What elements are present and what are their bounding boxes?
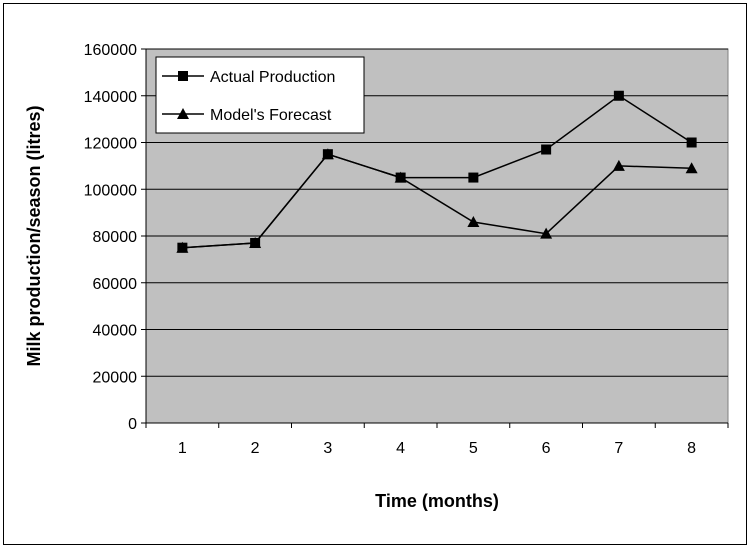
y-tick-label: 80000: [93, 229, 138, 246]
legend: Actual Production Model's Forecast: [155, 56, 365, 134]
legend-marker-square: [178, 71, 188, 81]
x-tick-label: 1: [178, 440, 187, 457]
data-point-triangle: [685, 162, 698, 174]
x-tick-label: 2: [251, 440, 260, 457]
x-tick-label: 3: [323, 440, 332, 457]
y-tick-label: 40000: [93, 323, 138, 340]
y-axis-title: Milk production/season (litres): [24, 105, 44, 366]
data-point-triangle: [612, 159, 625, 171]
data-point-square: [541, 144, 552, 155]
legend-box: [155, 56, 365, 134]
x-axis-title: Time (months): [375, 491, 499, 511]
data-point-square: [613, 90, 624, 101]
x-tick-label: 8: [687, 440, 696, 457]
y-tick-label: 60000: [93, 276, 138, 293]
data-point-triangle: [249, 237, 262, 249]
series: [176, 90, 698, 253]
y-tick-label: 100000: [84, 182, 137, 199]
axes: [141, 48, 729, 428]
data-point-triangle: [321, 148, 334, 160]
legend-marker-triangle: [177, 108, 189, 119]
y-tick-label: 160000: [84, 42, 137, 59]
series-line-2: [182, 153, 692, 249]
data-point-square: [468, 172, 479, 183]
data-point-triangle: [467, 215, 480, 227]
data-point-triangle: [540, 227, 553, 239]
x-tick-label: 6: [542, 440, 551, 457]
x-tick-label: 4: [396, 440, 405, 457]
data-point-triangle: [176, 241, 189, 253]
y-tick-label: 0: [128, 416, 137, 433]
y-tick-labels: 0 20000 40000 60000 80000 100000 120000 140000 1…: [84, 42, 137, 433]
legend-label-forecast: Model's Forecast: [210, 107, 332, 124]
data-point-square: [686, 137, 697, 148]
x-tick-label: 5: [469, 440, 478, 457]
line-chart: 0 20000 40000 60000 80000 100000 120000 140000 1…: [24, 42, 729, 511]
y-tick-label: 20000: [93, 369, 138, 386]
x-tick-labels: 1 2 3 4 5 6 7 8: [178, 440, 696, 457]
x-tick-label: 7: [614, 440, 623, 457]
gridlines: [146, 48, 728, 377]
legend-label-actual: Actual Production: [210, 69, 335, 86]
y-tick-label: 120000: [84, 136, 137, 153]
chart-frame: 0 20000 40000 60000 80000 100000 120000 140000 1…: [3, 3, 747, 545]
data-point-triangle: [394, 171, 407, 183]
y-tick-label: 140000: [84, 89, 137, 106]
